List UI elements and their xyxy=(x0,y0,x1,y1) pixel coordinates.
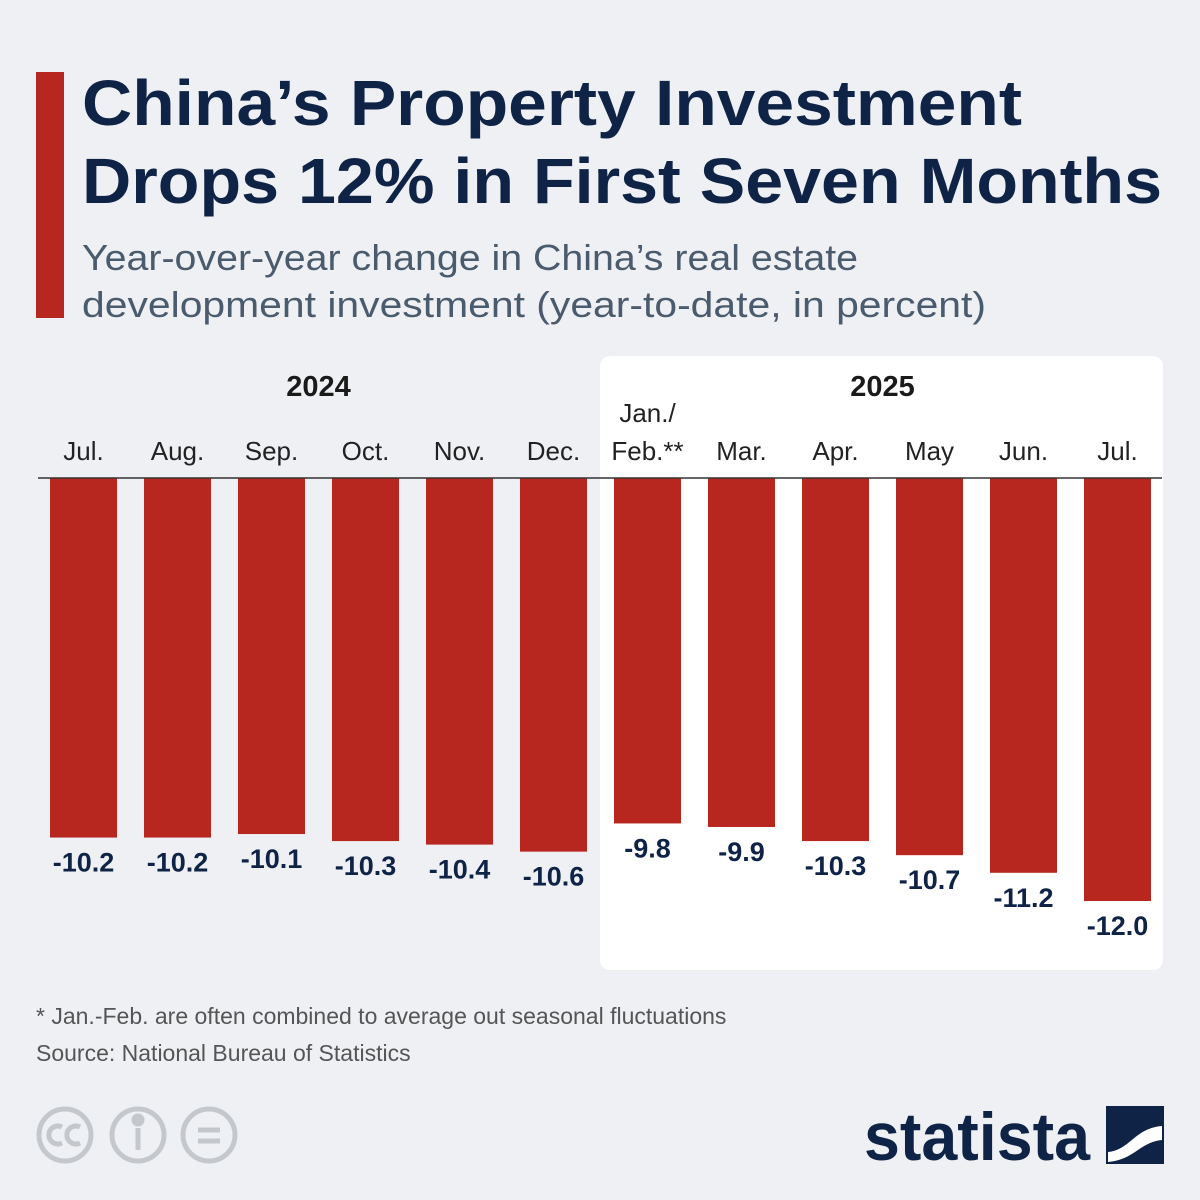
value-label: -10.4 xyxy=(429,855,491,885)
group-label: 2025 xyxy=(850,371,915,403)
value-label: -10.3 xyxy=(335,851,397,881)
x-tick-label: Mar. xyxy=(716,436,767,466)
bar xyxy=(50,478,117,838)
value-label: -12.0 xyxy=(1087,911,1149,941)
x-tick-label: May xyxy=(905,436,954,466)
chart-subtitle: Year-over-year change in China’s real es… xyxy=(82,237,858,278)
footnote: * Jan.-Feb. are often combined to averag… xyxy=(36,1003,726,1029)
x-tick-label: Apr. xyxy=(812,436,858,466)
chart-subtitle: development investment (year-to-date, in… xyxy=(82,284,986,325)
brand-name: statista xyxy=(864,1099,1091,1175)
x-tick-label: Dec. xyxy=(527,436,580,466)
value-label: -10.2 xyxy=(53,848,115,878)
x-tick-label: Oct. xyxy=(342,436,390,466)
bar xyxy=(614,478,681,824)
x-tick-label: Jun. xyxy=(999,436,1048,466)
x-tick-label: Jan./Feb.** xyxy=(611,398,683,466)
highlight-panel xyxy=(600,356,1163,970)
bar xyxy=(896,478,963,856)
bar xyxy=(708,478,775,827)
x-tick-label: Jul. xyxy=(1097,436,1137,466)
x-tick-label: Aug. xyxy=(151,436,205,466)
bar xyxy=(144,478,211,838)
brand-logo xyxy=(1106,1106,1164,1164)
value-label: -9.9 xyxy=(718,837,765,867)
bar xyxy=(990,478,1057,873)
value-label: -10.3 xyxy=(805,851,867,881)
cc-icon xyxy=(36,1106,94,1164)
group-label: 2024 xyxy=(286,371,351,403)
by-glyph xyxy=(131,1113,145,1127)
chart-title: China’s Property Investment xyxy=(82,67,1022,139)
value-label: -10.1 xyxy=(241,844,303,874)
bar xyxy=(426,478,493,845)
license-icons xyxy=(36,1106,238,1164)
source: Source: National Bureau of Statistics xyxy=(36,1040,411,1066)
bar xyxy=(332,478,399,842)
nd-icon xyxy=(180,1106,238,1164)
bar xyxy=(520,478,587,852)
cc-glyph xyxy=(46,1123,82,1147)
nd-glyph xyxy=(198,1127,220,1144)
value-label: -9.8 xyxy=(624,833,671,863)
value-label: -10.7 xyxy=(899,865,961,895)
x-tick-label: Nov. xyxy=(434,436,486,466)
bar xyxy=(238,478,305,835)
x-tick-label: Sep. xyxy=(245,436,299,466)
bar xyxy=(802,478,869,842)
logo-wave xyxy=(1108,1126,1162,1162)
chart-title: Drops 12% in First Seven Months xyxy=(82,145,1162,217)
title-accent xyxy=(36,72,64,318)
value-label: -10.2 xyxy=(147,848,209,878)
bar xyxy=(1084,478,1151,901)
by-icon xyxy=(109,1106,167,1164)
value-label: -10.6 xyxy=(523,862,585,892)
x-tick-label: Jul. xyxy=(63,436,103,466)
value-label: -11.2 xyxy=(993,883,1053,913)
